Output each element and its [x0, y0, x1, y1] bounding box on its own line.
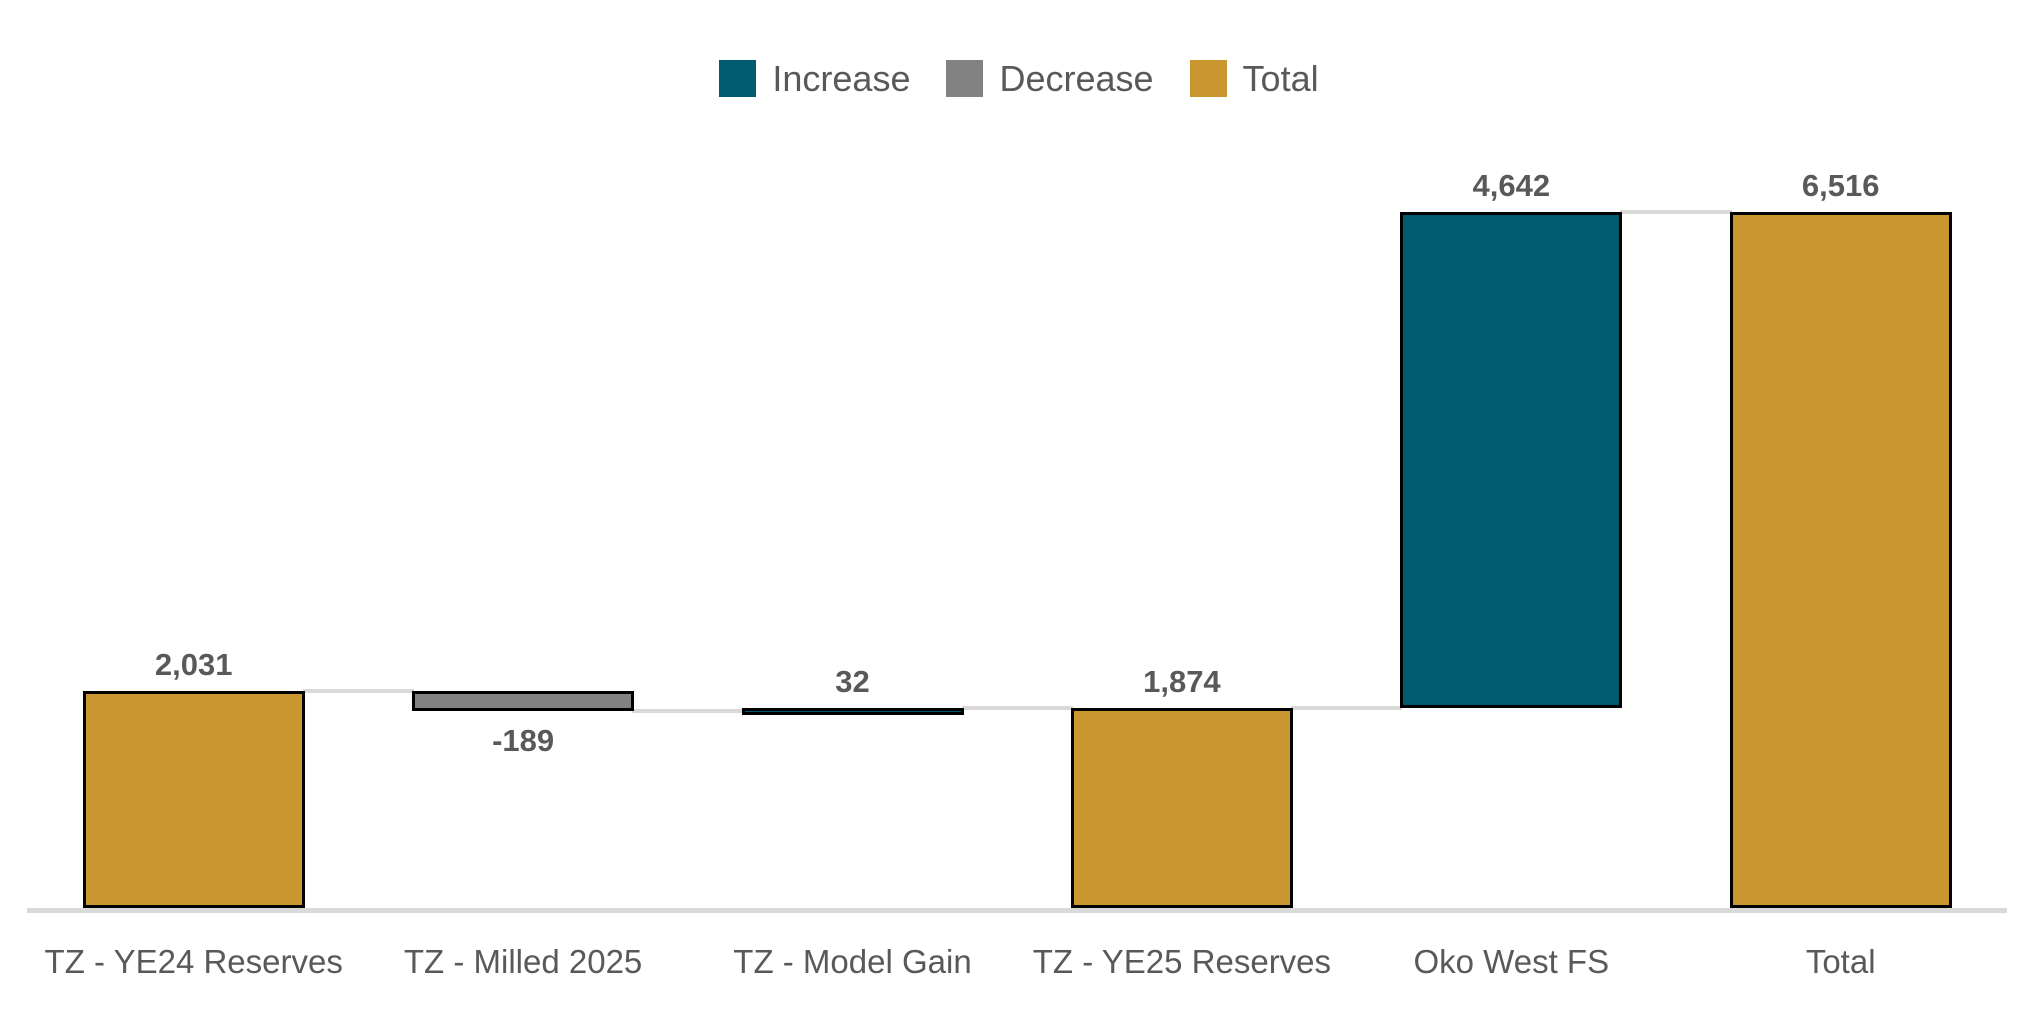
- value-label-total: 6,516: [1801, 168, 1880, 203]
- legend-item-decrease: Decrease: [946, 57, 1154, 99]
- legend-label-decrease: Decrease: [999, 57, 1154, 99]
- value-label-tz-ye25-reserves: 1,874: [1143, 663, 1221, 699]
- connector-line: [961, 705, 1073, 710]
- category-label-tz-ye25-reserves: TZ - YE25 Reserves: [1032, 943, 1332, 980]
- legend-item-increase: Increase: [719, 60, 910, 97]
- connector-line: [1290, 705, 1403, 710]
- category-label-total: Total: [1805, 943, 1876, 980]
- category-label-tz-model-gain: TZ - Model Gain: [733, 943, 972, 980]
- value-label-oko-west-fs: 4,642: [1472, 168, 1551, 203]
- bar-tz-milled-2025: [412, 691, 635, 712]
- bar-tz-model-gain: [741, 707, 964, 715]
- bar-tz-ye25-reserves: [1070, 707, 1293, 908]
- legend-label-increase: Increase: [772, 57, 911, 99]
- legend-swatch-increase-icon: [719, 60, 757, 97]
- legend-item-total: Total: [1189, 57, 1319, 99]
- chart-legend: Increase Decrease Total: [0, 60, 2038, 97]
- bar-total: [1729, 212, 1952, 908]
- bar-oko-west-fs: [1400, 212, 1623, 708]
- connector-line: [1620, 210, 1732, 214]
- category-label-tz-ye24-reserves: TZ - YE24 Reserves: [44, 943, 343, 980]
- legend-swatch-decrease-icon: [946, 60, 984, 97]
- legend-label-total: Total: [1242, 57, 1319, 99]
- connector-line: [302, 689, 415, 694]
- category-label-tz-milled-2025: TZ - Milled 2025: [403, 943, 643, 980]
- value-label-tz-model-gain: 32: [835, 663, 870, 699]
- x-axis-line: [27, 908, 2007, 913]
- legend-swatch-total-icon: [1189, 60, 1227, 97]
- value-label-tz-ye24-reserves: 2,031: [154, 647, 233, 683]
- connector-line: [632, 709, 744, 714]
- bar-tz-ye24-reserves: [82, 691, 305, 908]
- value-label-tz-milled-2025: -189: [492, 723, 555, 759]
- category-label-oko-west-fs: Oko West FS: [1413, 943, 1610, 980]
